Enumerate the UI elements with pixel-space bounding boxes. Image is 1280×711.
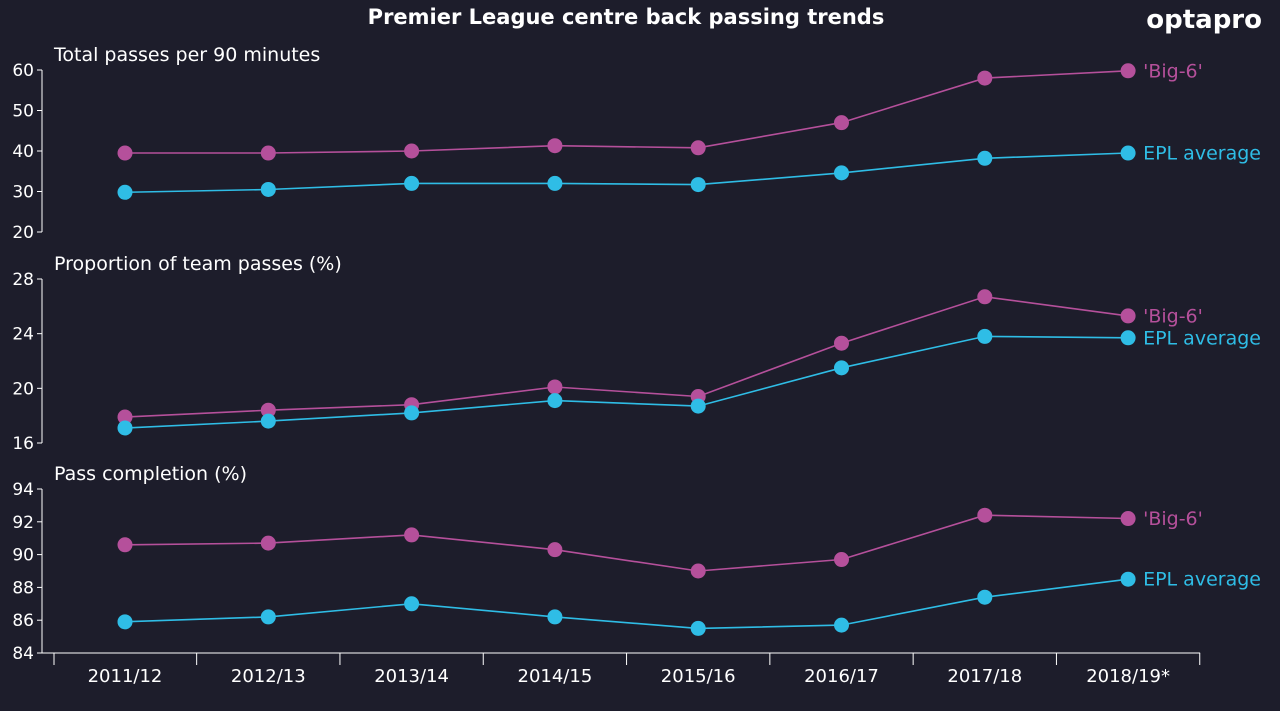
x-tick-label: 2011/12 bbox=[88, 666, 163, 687]
x-tick-label: 2016/17 bbox=[804, 666, 879, 687]
series-label-big6: 'Big-6' bbox=[1143, 508, 1203, 530]
data-point-epl-average bbox=[404, 405, 420, 421]
data-point-big6 bbox=[260, 145, 276, 161]
data-point-big6 bbox=[117, 537, 133, 553]
data-point-big6 bbox=[117, 409, 133, 425]
data-point-big6 bbox=[977, 289, 993, 305]
data-point-epl-average bbox=[117, 614, 133, 630]
series-line-big6 bbox=[124, 514, 1129, 572]
data-point-epl-average bbox=[260, 181, 276, 197]
data-point-epl-average bbox=[404, 175, 420, 191]
y-tick-label: 24 bbox=[12, 325, 34, 345]
x-tick-label: 2018/19* bbox=[1086, 666, 1170, 687]
data-point-epl-average bbox=[834, 617, 849, 633]
data-point-epl-average bbox=[834, 165, 849, 181]
x-tick-label: 2012/13 bbox=[231, 666, 306, 687]
series-label-big6: 'Big-6' bbox=[1143, 305, 1203, 327]
y-tick-label: 84 bbox=[12, 644, 34, 664]
series-line-big6 bbox=[125, 70, 1129, 154]
series-label-epl-average: EPL average bbox=[1143, 327, 1261, 349]
data-point-epl-average bbox=[117, 184, 133, 200]
x-tick-label: 2015/16 bbox=[661, 666, 736, 687]
data-point-epl-average bbox=[547, 393, 563, 409]
data-point-big6 bbox=[1120, 511, 1136, 527]
y-tick-label: 92 bbox=[12, 513, 34, 533]
y-tick-label: 86 bbox=[12, 611, 34, 631]
data-point-big6 bbox=[977, 70, 993, 86]
data-point-epl-average bbox=[977, 589, 993, 605]
y-tick-label: 60 bbox=[12, 61, 34, 81]
y-tick-label: 50 bbox=[12, 102, 34, 122]
y-tick-label: 88 bbox=[12, 578, 34, 598]
x-tick-label: 2017/18 bbox=[947, 666, 1022, 687]
data-point-epl-average bbox=[977, 150, 993, 166]
data-point-epl-average bbox=[117, 420, 133, 436]
data-point-big6 bbox=[834, 335, 849, 351]
x-tick-label: 2013/14 bbox=[374, 666, 449, 687]
data-point-big6 bbox=[547, 379, 563, 395]
data-point-big6 bbox=[260, 402, 276, 418]
data-point-big6 bbox=[977, 507, 993, 523]
panel-3: Pass completion (%) 84 86 88 90 92 94 'Big-6' EP… bbox=[12, 463, 1261, 664]
x-tick-label: 2014/15 bbox=[518, 666, 593, 687]
series-line-epl-average bbox=[124, 152, 1129, 194]
x-axis: 2011/12 2012/13 2013/14 2014/15 2015/16 2016/… bbox=[42, 652, 1201, 687]
data-point-epl-average bbox=[977, 328, 993, 344]
series-label-epl-average: EPL average bbox=[1143, 143, 1261, 165]
data-point-epl-average bbox=[690, 177, 706, 193]
y-tick-label: 20 bbox=[12, 379, 34, 399]
data-point-epl-average bbox=[547, 175, 563, 191]
data-point-big6 bbox=[547, 542, 563, 558]
data-point-big6 bbox=[1120, 63, 1136, 79]
data-point-epl-average bbox=[1120, 571, 1136, 587]
y-tick-label: 20 bbox=[12, 223, 34, 243]
y-tick-label: 40 bbox=[12, 142, 34, 162]
data-point-big6 bbox=[1120, 308, 1136, 324]
data-point-big6 bbox=[690, 563, 706, 579]
series-label-epl-average: EPL average bbox=[1143, 569, 1261, 591]
chart-title: Premier League centre back passing trend… bbox=[368, 5, 885, 29]
data-point-epl-average bbox=[547, 609, 563, 625]
panel-2: Proportion of team passes (%) 16 20 24 28 'Bi… bbox=[12, 253, 1261, 454]
series-line-epl-average bbox=[124, 335, 1129, 429]
y-tick-label: 90 bbox=[12, 546, 34, 566]
series-label-big6: 'Big-6' bbox=[1143, 60, 1203, 82]
data-point-epl-average bbox=[834, 360, 849, 376]
data-point-big6 bbox=[404, 527, 420, 543]
series-line-epl-average bbox=[124, 578, 1129, 630]
chart-panels: Total passes per 90 minutes 20 30 40 50 60 'Bi… bbox=[12, 44, 1261, 687]
panel-1: Total passes per 90 minutes 20 30 40 50 60 'Bi… bbox=[12, 44, 1261, 243]
panel-title: Total passes per 90 minutes bbox=[53, 44, 320, 66]
y-tick-label: 94 bbox=[12, 480, 34, 500]
data-point-big6 bbox=[404, 143, 420, 159]
data-point-epl-average bbox=[690, 620, 706, 636]
data-point-epl-average bbox=[404, 596, 420, 612]
optapro-logo: optapro bbox=[1146, 5, 1262, 35]
data-point-big6 bbox=[260, 535, 276, 551]
data-point-big6 bbox=[547, 138, 563, 154]
data-point-epl-average bbox=[1120, 330, 1136, 346]
data-point-big6 bbox=[117, 145, 133, 161]
data-point-epl-average bbox=[690, 398, 706, 414]
data-point-big6 bbox=[834, 115, 849, 131]
panel-title: Proportion of team passes (%) bbox=[54, 253, 342, 275]
y-tick-label: 30 bbox=[12, 183, 34, 203]
data-point-big6 bbox=[834, 552, 849, 568]
y-tick-label: 28 bbox=[12, 270, 34, 290]
data-point-epl-average bbox=[260, 609, 276, 625]
series-line-big6 bbox=[124, 295, 1129, 418]
panel-title: Pass completion (%) bbox=[54, 463, 247, 485]
data-point-big6 bbox=[690, 140, 706, 156]
y-tick-label: 16 bbox=[12, 434, 34, 454]
data-point-epl-average bbox=[260, 413, 276, 429]
data-point-epl-average bbox=[1120, 145, 1136, 161]
